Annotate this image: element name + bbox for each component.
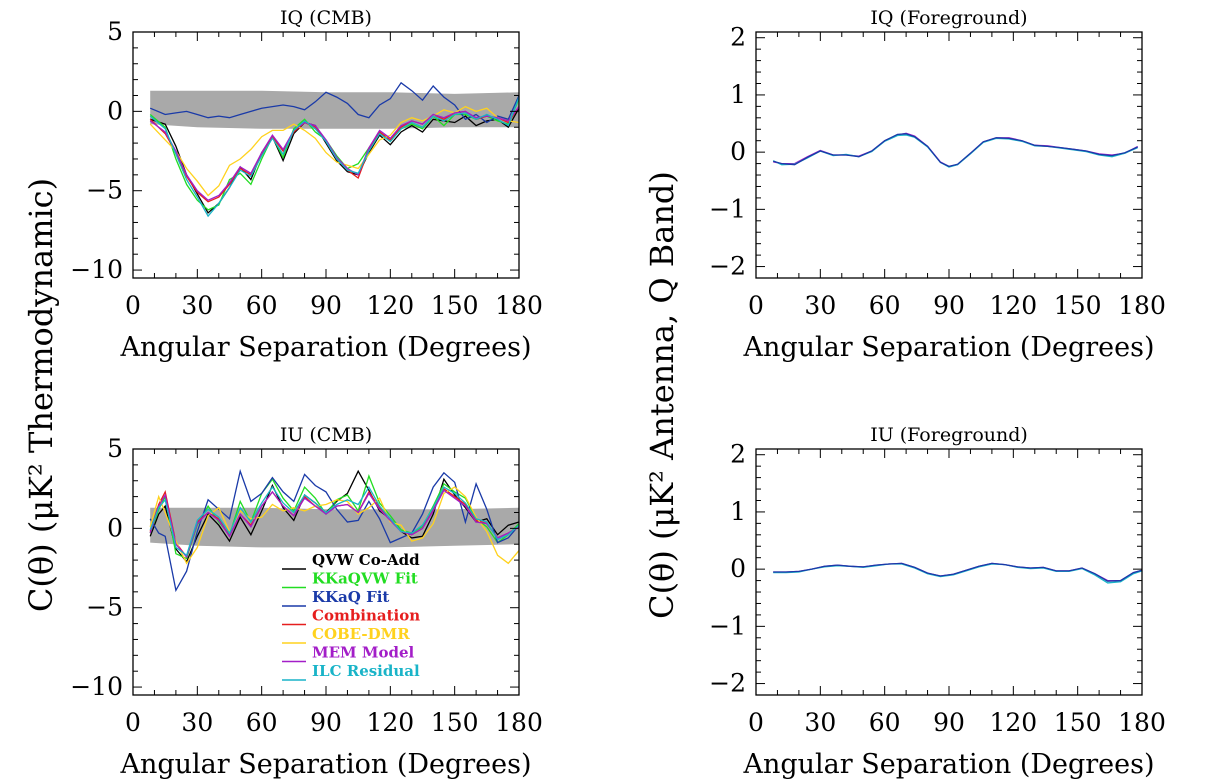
x-tick-label: 30: [181, 708, 213, 737]
y-tick-label: −5: [86, 176, 123, 205]
y-tick-label: 5: [107, 17, 123, 46]
x-tick-label: 60: [246, 291, 278, 320]
x-tick-label: 120: [366, 291, 414, 320]
series-line-kkaqvw-fit: [149, 474, 520, 560]
x-tick-label: 90: [933, 708, 965, 737]
series-line-kkaq-fit: [773, 133, 1138, 168]
legend-item-mem-model: MEM Model: [282, 644, 415, 663]
y-axis: 5 0 −5 −10: [70, 17, 519, 284]
legend-item-ilc-residual: ILC Residual: [282, 662, 420, 681]
series-line-ilc-residual: [149, 96, 520, 218]
panel-title: IU (Foreground): [870, 424, 1028, 446]
y-axis: 5 0 −5 −10: [70, 434, 519, 701]
x-axis-label: Angular Separation (Degrees): [742, 749, 1154, 780]
legend-item-combination: Combination: [282, 607, 420, 626]
x-tick-label: 0: [748, 291, 764, 320]
y-axis: 2 1 0 −1 −2: [709, 23, 1142, 281]
x-tick-label: 0: [125, 708, 141, 737]
y-tick-label: 5: [107, 434, 123, 463]
panel-title: IU (CMB): [280, 424, 372, 446]
x-tick-label: 180: [495, 708, 543, 737]
legend-item-qvw-co-add: QVW Co-Add: [282, 551, 420, 570]
panel-iq-cmb: 0 30 60 90 120 150 180 5 0 −5 −10 IQ (CMB) Angular S…: [70, 7, 543, 363]
x-axis: 0 30 60 90 120 150 180: [125, 449, 543, 737]
panel-title: IQ (Foreground): [870, 7, 1027, 29]
y-tick-label: 0: [730, 137, 746, 166]
y-tick-label: 2: [730, 440, 746, 469]
right-y-axis-label: C(θ) (μK² Antenna, Q Band): [643, 171, 681, 619]
series-line-cobe-dmr: [149, 105, 520, 197]
legend-label: Combination: [312, 607, 420, 625]
legend-label: KKaQVW Fit: [312, 570, 418, 588]
x-tick-label: 30: [804, 708, 836, 737]
plot-frame: [755, 448, 1143, 696]
y-tick-label: 0: [730, 554, 746, 583]
x-tick-label: 150: [1054, 291, 1102, 320]
panel-iu-foreground: 0 30 60 90 120 150 180 2 1 0 −1 −2 IU (Foreground) An…: [709, 424, 1166, 780]
y-tick-label: −10: [70, 672, 123, 701]
y-tick-label: −1: [709, 194, 746, 223]
series-line-kkaq-fit: [773, 562, 1143, 582]
x-axis-label: Angular Separation (Degrees): [742, 332, 1154, 363]
x-tick-label: 180: [495, 291, 543, 320]
series-line-mem-model: [149, 106, 520, 201]
y-tick-label: −2: [709, 669, 746, 698]
panel-title: IQ (CMB): [280, 7, 372, 29]
x-tick-label: 30: [181, 291, 213, 320]
x-tick-label: 150: [431, 708, 479, 737]
legend-label: QVW Co-Add: [312, 551, 420, 569]
x-tick-label: 120: [989, 708, 1037, 737]
y-tick-label: 1: [730, 80, 746, 109]
x-tick-label: 0: [125, 291, 141, 320]
legend-label: COBE-DMR: [312, 625, 410, 643]
legend-label: MEM Model: [312, 644, 415, 662]
x-tick-label: 90: [310, 708, 342, 737]
x-tick-label: 0: [748, 708, 764, 737]
x-tick-label: 60: [869, 708, 901, 737]
y-tick-label: 2: [730, 23, 746, 52]
x-axis-label: Angular Separation (Degrees): [119, 749, 531, 780]
series-line-mem-model: [149, 489, 520, 559]
x-tick-label: 150: [431, 291, 479, 320]
x-axis: 0 30 60 90 120 150 180: [748, 32, 1166, 320]
x-tick-label: 150: [1054, 708, 1102, 737]
y-tick-label: 1: [730, 497, 746, 526]
y-axis: 2 1 0 −1 −2: [709, 440, 1142, 698]
y-tick-label: −1: [709, 611, 746, 640]
legend-item-kkaqvw-fit: KKaQVW Fit: [282, 570, 418, 589]
y-tick-label: −2: [709, 252, 746, 281]
legend-label: ILC Residual: [312, 662, 420, 680]
y-tick-label: 0: [107, 96, 123, 125]
y-tick-label: 0: [107, 513, 123, 542]
plot-frame: [132, 31, 520, 279]
legend-item-kkaq-fit: KKaQ Fit: [282, 588, 389, 607]
x-tick-label: 60: [869, 291, 901, 320]
x-axis: 0 30 60 90 120 150 180: [125, 32, 543, 320]
y-tick-label: −5: [86, 593, 123, 622]
x-tick-label: 90: [310, 291, 342, 320]
x-tick-label: 120: [989, 291, 1037, 320]
series-line-kkaq-fit: [149, 81, 520, 124]
legend-label: KKaQ Fit: [312, 588, 389, 606]
y-tick-label: −10: [70, 255, 123, 284]
left-y-axis-label: C(θ) (μK² Thermodynamic): [22, 178, 60, 612]
x-tick-label: 120: [366, 708, 414, 737]
series-line-cobe-dmr: [149, 486, 520, 565]
panel-iu-cmb: 0 30 60 90 120 150 180 5 0 −5 −10 IU (CMB) Angular S…: [70, 424, 543, 780]
x-axis: 0 30 60 90 120 150 180: [748, 449, 1166, 737]
x-axis-label: Angular Separation (Degrees): [119, 332, 531, 363]
legend-item-cobe-dmr: COBE-DMR: [282, 625, 410, 644]
series-line-mem-model: [773, 132, 1139, 168]
x-tick-label: 90: [933, 291, 965, 320]
series-line-ilc-residual: [149, 485, 520, 557]
x-tick-label: 180: [1118, 708, 1166, 737]
x-tick-label: 180: [1118, 291, 1166, 320]
x-tick-label: 30: [804, 291, 836, 320]
panel-iq-foreground: 0 30 60 90 120 150 180 2 1 0 −1 −2 IQ (Foreground) An…: [709, 7, 1166, 363]
x-tick-label: 60: [246, 708, 278, 737]
